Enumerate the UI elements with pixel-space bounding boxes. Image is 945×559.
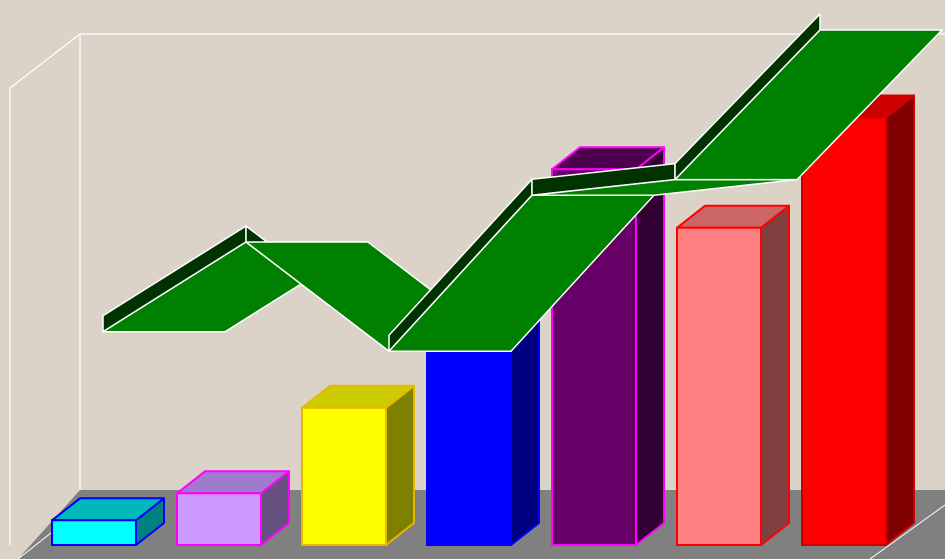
bar-side	[885, 94, 915, 546]
bar-6	[676, 204, 790, 546]
bar-side	[760, 204, 790, 546]
ribbon-series	[102, 13, 943, 352]
chart-walls	[9, 33, 945, 545]
bar-front	[176, 492, 262, 546]
bar-7	[801, 94, 915, 546]
bar-front	[801, 116, 887, 546]
bar-front	[676, 226, 762, 546]
bar-1	[51, 497, 165, 546]
bar-side	[385, 384, 415, 546]
bar-3	[301, 384, 415, 546]
back-wall-outline	[9, 33, 945, 545]
ribbon-segment-5	[674, 13, 943, 181]
bar-2	[176, 470, 290, 546]
ribbon-face	[674, 29, 943, 181]
floor-edge-right	[869, 504, 945, 559]
bar-front	[51, 519, 137, 546]
bar-front	[301, 406, 387, 546]
